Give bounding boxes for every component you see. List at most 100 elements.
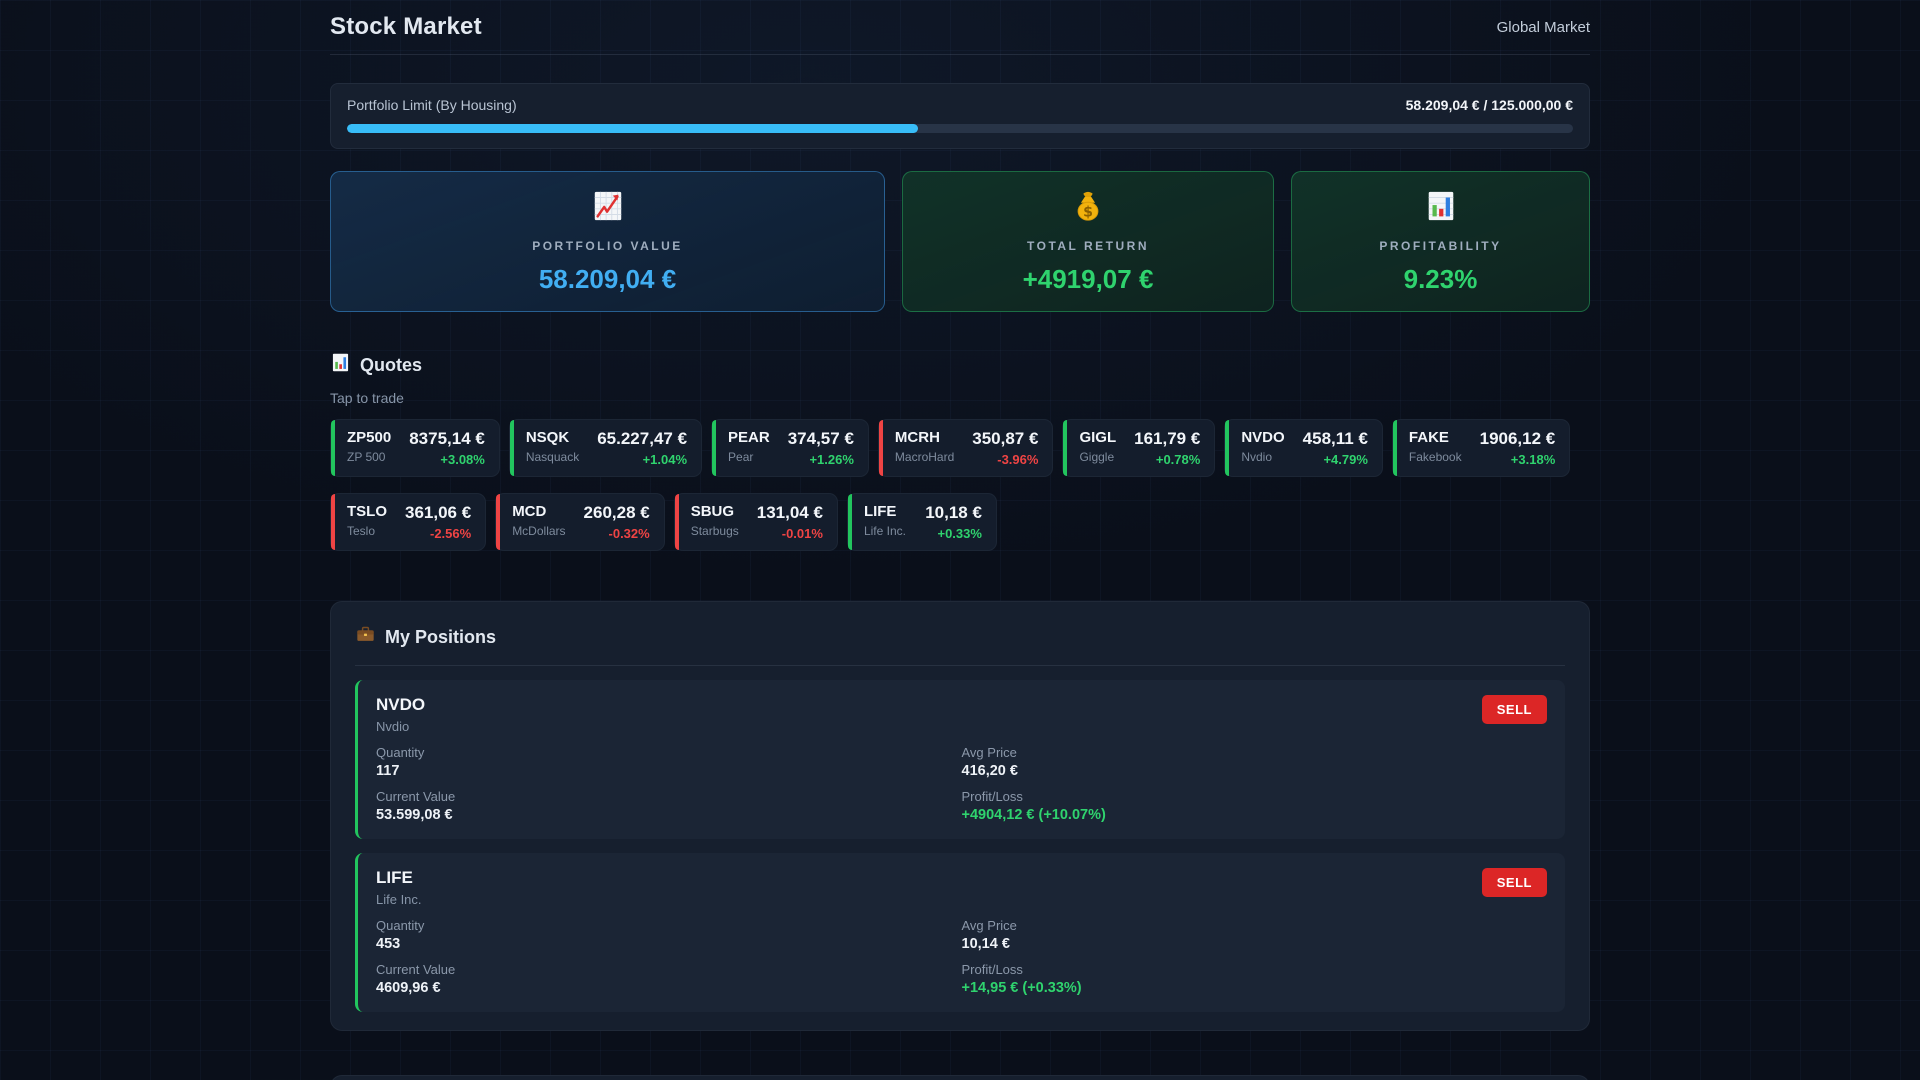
metric-value: +4904,12 € (+10.07%) [961,807,1106,823]
quote-tile[interactable]: SBUG Starbugs 131,04 € -0.01% [673,493,838,551]
quote-change: -0.01% [781,526,823,541]
stat-value: +4919,07 € [1022,263,1154,294]
svg-text:$: $ [1083,204,1093,220]
quote-name: Fakebook [1408,450,1462,464]
quote-change: +1.26% [809,452,854,467]
quotes-title: Quotes [360,354,423,375]
quote-left: TSLO Teslo [347,503,387,541]
metric-value: 453 [376,936,401,952]
quotes-heading: Quotes [330,352,1590,378]
quote-change: -2.56% [429,526,472,541]
quote-tile[interactable]: NVDO Nvdio 458,11 € +4.79% [1224,419,1383,477]
quote-change: +4.79% [1323,452,1368,467]
quote-change: +1.04% [642,452,688,467]
quote-left: PEAR Pear [728,429,770,467]
quote-name: Life Inc. [863,524,906,538]
sell-button[interactable]: SELL [1481,868,1547,897]
quote-ticker: MCRH [894,429,940,446]
quote-left: ZP500 ZP 500 [347,429,391,467]
sell-button[interactable]: SELL [1481,695,1547,724]
quote-tile[interactable]: LIFE Life Inc. 10,18 € +0.33% [846,493,997,551]
portfolio-progress-fill [347,124,919,133]
stat-card-portfolio-value: PORTFOLIO VALUE 58.209,04 € [330,171,885,312]
quote-left: SBUG Starbugs [691,503,739,541]
stats-row: PORTFOLIO VALUE 58.209,04 € $ TOTAL RETU… [330,171,1590,312]
quote-change: -3.96% [997,452,1039,467]
page-title: Stock Market [330,13,482,40]
quote-left: NSQK Nasquack [526,429,579,467]
quote-left: LIFE Life Inc. [864,503,906,541]
metric-value: 117 [376,763,400,779]
quote-trend-accent [712,420,717,476]
quote-tile[interactable]: ZP500 ZP 500 8375,14 € +3.08% [330,419,500,477]
positions-panel: My Positions NVDO Nvdio SELL Quantity 11… [330,601,1590,1031]
position-name: Life Inc. [376,892,422,907]
quote-right: 458,11 € +4.79% [1303,429,1368,467]
quote-price: 260,28 € [583,503,650,522]
quote-tile[interactable]: MCRH MacroHard 350,87 € -3.96% [877,419,1054,477]
quote-right: 131,04 € -0.01% [757,503,823,541]
top-bar: Stock Market Global Market [330,0,1590,55]
quotes-row-2: TSLO Teslo 361,06 € -2.56% MCD McDollars… [330,493,1590,551]
metric-label: Current Value [376,789,456,804]
metric-quantity: Quantity 453 [376,918,962,952]
stat-card-profitability: PROFITABILITY 9.23% [1291,171,1590,312]
quote-tile[interactable]: NSQK Nasquack 65.227,47 € +1.04% [508,419,703,477]
metric-label: Quantity [376,918,425,933]
metric-current-value: Current Value 4609,96 € [376,962,962,996]
quote-right: 350,87 € -3.96% [972,429,1038,467]
metric-quantity: Quantity 117 [376,745,962,779]
quote-trend-accent [847,494,852,550]
quote-tile[interactable]: FAKE Fakebook 1906,12 € +3.18% [1391,419,1571,477]
quote-right: 374,57 € +1.26% [788,429,854,467]
quote-right: 161,79 € +0.78% [1134,429,1200,467]
position-card: LIFE Life Inc. SELL Quantity 453 Avg Pri… [355,853,1565,1012]
position-metrics: Quantity 453 Avg Price 10,14 € Current V… [376,918,1547,996]
quote-ticker: ZP500 [347,429,392,446]
quote-price: 458,11 € [1302,429,1368,448]
main-container: Stock Market Global Market Portfolio Lim… [330,0,1590,1080]
quote-left: NVDO Nvdio [1241,429,1284,467]
portfolio-limit-panel: Portfolio Limit (By Housing) 58.209,04 €… [330,83,1590,149]
stat-label: PORTFOLIO VALUE [532,238,683,253]
metric-avg-price: Avg Price 416,20 € [962,745,1548,779]
quotes-row-1: ZP500 ZP 500 8375,14 € +3.08% NSQK Nasqu… [330,419,1590,477]
portfolio-limit-label: Portfolio Limit (By Housing) [347,97,517,113]
quote-tile[interactable]: MCD McDollars 260,28 € -0.32% [495,493,665,551]
quote-tile[interactable]: GIGL Giggle 161,79 € +0.78% [1062,419,1216,477]
quote-ticker: PEAR [728,429,770,446]
quote-price: 374,57 € [787,429,854,448]
quote-trend-accent [1392,420,1397,476]
metric-label: Current Value [376,962,456,977]
metric-value: 10,14 € [961,936,1010,952]
metric-profit-loss: Profit/Loss +4904,12 € (+10.07%) [962,789,1548,823]
chart-increasing-icon [591,189,625,228]
stat-value: 9.23% [1403,263,1478,294]
quote-name: Pear [728,450,754,464]
positions-title: My Positions [385,626,497,647]
quote-ticker: NVDO [1241,429,1285,446]
metric-value: 416,20 € [961,763,1018,779]
stat-card-total-return: $ TOTAL RETURN +4919,07 € [902,171,1274,312]
quote-tile[interactable]: PEAR Pear 374,57 € +1.26% [711,419,869,477]
quote-name: McDollars [512,524,566,538]
portfolio-progress-track [347,124,1573,133]
quote-right: 361,06 € -2.56% [405,503,471,541]
quote-change: -0.32% [608,526,650,541]
quote-ticker: SBUG [690,503,735,520]
quote-ticker: MCD [512,503,547,520]
market-label: Global Market [1496,18,1590,36]
position-card: NVDO Nvdio SELL Quantity 117 Avg Price 4… [355,680,1565,839]
quote-name: Nasquack [525,450,580,464]
briefcase-icon [355,624,376,650]
quote-ticker: FAKE [1408,429,1449,446]
metric-value: +14,95 € (+0.33%) [961,980,1082,996]
quote-tile[interactable]: TSLO Teslo 361,06 € -2.56% [330,493,487,551]
quote-price: 65.227,47 € [597,429,688,448]
quote-trend-accent [509,420,514,476]
metric-label: Avg Price [961,745,1017,760]
quote-change: +0.33% [937,526,982,541]
quote-right: 8375,14 € +3.08% [409,429,485,467]
position-ticker: NVDO [376,695,426,714]
history-panel: Historical Realized Performance [330,1075,1590,1080]
